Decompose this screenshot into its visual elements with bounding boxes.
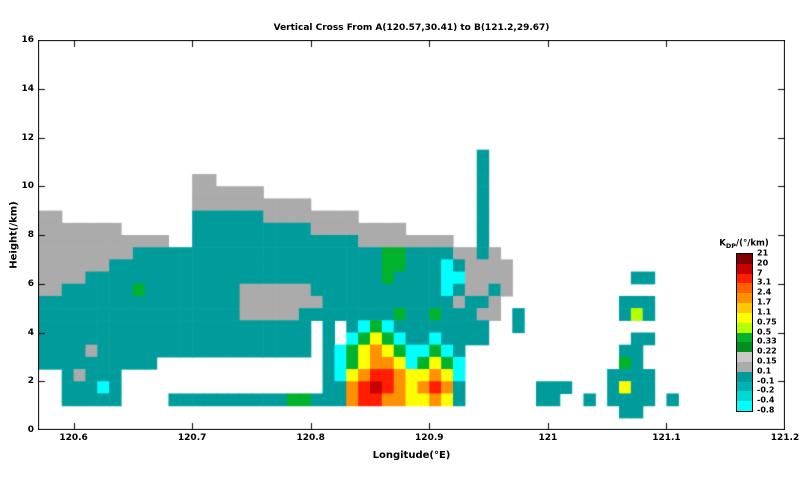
colorbar-tick-label: 0.22 (757, 346, 777, 356)
x-tick-label: 121 (538, 433, 558, 443)
colorbar-tick-label: 0.1 (757, 366, 772, 376)
x-tick-label: 120.6 (59, 433, 88, 443)
y-tick-label: 4 (27, 327, 34, 338)
x-tick-label: 120.8 (296, 433, 325, 443)
colorbar-tick-label: -0.2 (757, 385, 775, 395)
colorbar-segment (737, 352, 752, 362)
colorbar-tick-label: 0.33 (757, 336, 777, 346)
colorbar-segment (737, 332, 752, 343)
colorbar-segment (737, 263, 752, 274)
colorbar-segment (737, 283, 752, 294)
y-tick-label: 10 (21, 181, 34, 192)
colorbar-tick-label: 3.1 (757, 277, 772, 287)
y-tick-label: 6 (27, 278, 34, 289)
y-tick-label: 14 (21, 83, 34, 94)
y-tick-label: 16 (21, 35, 34, 45)
cross-section-heatmap (38, 40, 785, 430)
colorbar-segment (737, 401, 752, 411)
colorbar-segment (737, 273, 752, 284)
y-axis-label: Height(/km) (8, 201, 20, 269)
colorbar-title-main: K (719, 238, 726, 249)
colorbar (736, 253, 753, 412)
x-tick-label: 121.2 (770, 433, 800, 443)
colorbar-segment (737, 293, 752, 304)
x-tick-label: 121.1 (652, 433, 681, 443)
colorbar-title: KDP/(°/km) (719, 238, 769, 250)
colorbar-segment (737, 391, 752, 402)
colorbar-segment (737, 322, 752, 333)
y-tick-label: 12 (21, 132, 34, 143)
colorbar-segment (737, 381, 752, 392)
colorbar-title-sub: DP (725, 242, 737, 250)
x-axis-label: Longitude(°E) (372, 450, 451, 461)
colorbar-tick-label: 20 (757, 258, 769, 268)
colorbar-tick-label: 7 (757, 268, 763, 278)
colorbar-tick-label: -0.8 (757, 405, 775, 415)
y-tick-label: 0 (27, 425, 34, 435)
y-tick-label: 2 (27, 376, 34, 387)
y-tick-label: 8 (27, 230, 34, 240)
colorbar-title-suffix: /(°/km) (736, 238, 769, 249)
colorbar-segment (737, 312, 752, 323)
colorbar-tick-label: 0.15 (757, 356, 777, 366)
colorbar-tick-label: 1.7 (757, 297, 772, 307)
colorbar-tick-label: 0.75 (757, 317, 777, 327)
colorbar-tick-label: -0.4 (757, 395, 775, 405)
chart-title: Vertical Cross From A(120.57,30.41) to B… (273, 23, 550, 33)
colorbar-tick-label: 2.4 (757, 287, 772, 297)
colorbar-tick-label: 21 (757, 248, 769, 258)
x-tick-label: 120.7 (177, 433, 207, 443)
colorbar-segment (737, 342, 752, 353)
colorbar-tick-label: -0.1 (757, 376, 775, 386)
colorbar-segment (737, 371, 752, 382)
colorbar-segment (737, 303, 752, 313)
x-tick-label: 120.9 (415, 433, 444, 443)
colorbar-tick-label: 1.1 (757, 307, 772, 317)
colorbar-segment (737, 361, 752, 372)
colorbar-tick-label: 0.5 (757, 327, 772, 336)
colorbar-segment (737, 254, 752, 264)
